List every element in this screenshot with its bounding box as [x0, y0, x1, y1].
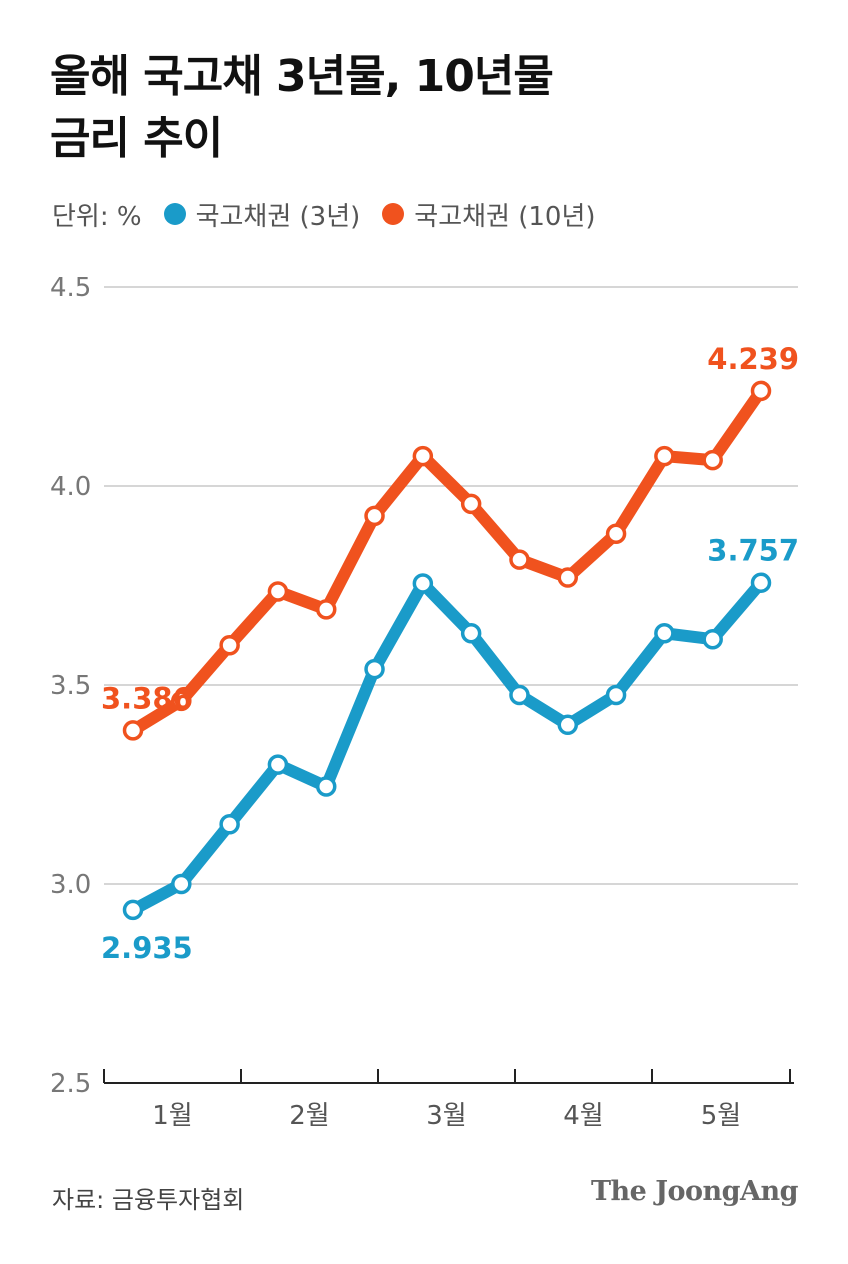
- title-line-1: 올해 국고채 3년물, 10년물: [50, 51, 554, 102]
- data-label: 3.386: [101, 681, 193, 715]
- data-label: 4.239: [707, 342, 799, 376]
- data-point: [171, 873, 192, 895]
- x-tick-label: 2월: [289, 1101, 329, 1131]
- legend-label-10y: 국고채권 (10년): [414, 201, 596, 232]
- legend-swatch-10y: [382, 203, 405, 225]
- data-point: [122, 899, 144, 921]
- series-line-0: [127, 576, 767, 916]
- data-point: [654, 445, 675, 467]
- legend-item-10y: 국고채권 (10년): [382, 196, 596, 233]
- data-label: 2.935: [101, 931, 193, 965]
- data-point: [509, 549, 530, 570]
- data-point: [750, 572, 772, 593]
- data-point: [315, 776, 337, 797]
- y-tick-label: 3.5: [50, 671, 91, 701]
- x-tick-label: 1월: [152, 1101, 192, 1131]
- x-tick-label: 5월: [701, 1101, 741, 1131]
- data-point: [364, 505, 385, 527]
- data-point: [605, 523, 627, 545]
- data-point: [750, 380, 772, 402]
- y-tick-label: 4.5: [50, 273, 91, 303]
- y-tick-label: 2.5: [50, 1069, 91, 1099]
- data-point: [460, 493, 482, 515]
- legend-item-3y: 국고채권 (3년): [163, 196, 361, 233]
- data-point: [557, 714, 579, 736]
- x-tick-label: 4월: [563, 1101, 603, 1131]
- data-point: [702, 628, 723, 650]
- data-point: [219, 814, 240, 835]
- data-point: [412, 445, 434, 467]
- data-label: 3.757: [707, 534, 799, 568]
- brand-logo: The JoongAng: [590, 1176, 799, 1207]
- data-point: [219, 634, 240, 656]
- chart-title: 올해 국고채 3년물, 10년물 금리 추이: [50, 46, 810, 170]
- x-tick-label: 3월: [426, 1101, 466, 1131]
- title-line-2: 금리 추이: [50, 113, 223, 164]
- data-point: [557, 567, 579, 588]
- data-point: [171, 690, 192, 712]
- data-point: [654, 623, 675, 644]
- data-point: [460, 623, 482, 644]
- unit-label: 단위: %: [52, 201, 142, 232]
- series-line-1: [127, 384, 767, 737]
- y-tick-label: 3.0: [50, 870, 91, 900]
- data-point: [702, 449, 723, 471]
- source-note: 자료: 금융투자협회: [52, 1186, 245, 1214]
- data-point: [315, 599, 337, 620]
- data-point: [267, 581, 289, 602]
- legend-swatch-3y: [163, 203, 186, 225]
- y-tick-label: 4.0: [50, 472, 91, 502]
- legend-label-3y: 국고채권 (3년): [195, 201, 361, 232]
- data-point: [605, 684, 627, 706]
- data-point: [267, 754, 289, 775]
- data-point: [412, 573, 434, 594]
- data-point: [122, 720, 144, 741]
- legend: 단위: % 국고채권 (3년) 국고채권 (10년): [52, 194, 618, 234]
- data-point: [509, 684, 530, 706]
- data-point: [364, 658, 385, 680]
